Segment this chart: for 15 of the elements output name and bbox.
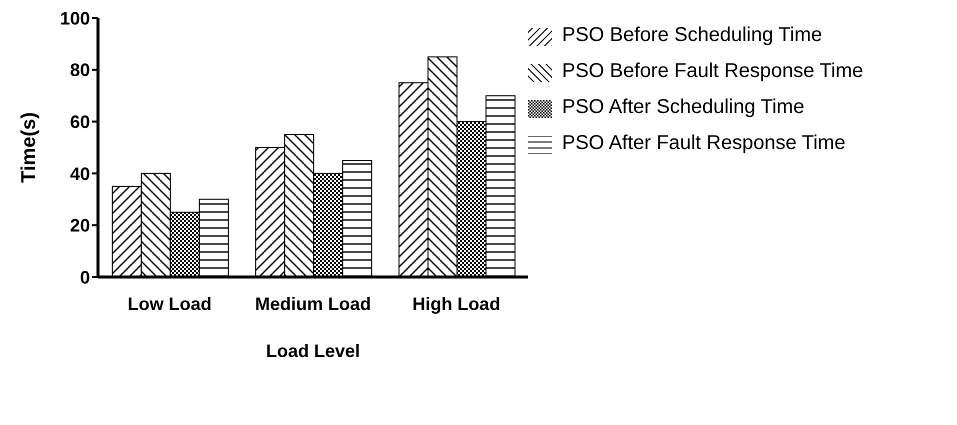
- y-tick-label: 20: [70, 216, 90, 236]
- y-axis-title: Time(s): [18, 112, 40, 183]
- x-axis-title: Load Level: [266, 341, 360, 361]
- legend-label: PSO Before Fault Response Time: [562, 60, 864, 82]
- legend-label: PSO Before Scheduling Time: [562, 24, 822, 46]
- legend-label: PSO After Scheduling Time: [562, 96, 804, 118]
- x-tick-label: Medium Load: [255, 294, 371, 314]
- x-tick-label: High Load: [412, 294, 500, 314]
- y-tick-label: 80: [70, 60, 90, 80]
- y-tick-label: 60: [70, 112, 90, 132]
- y-tick-label: 40: [70, 164, 90, 184]
- legend-label: PSO After Fault Response Time: [562, 132, 846, 154]
- y-tick-label: 0: [80, 267, 90, 288]
- y-tick-label: 100: [60, 8, 90, 28]
- x-tick-label: Low Load: [128, 294, 212, 314]
